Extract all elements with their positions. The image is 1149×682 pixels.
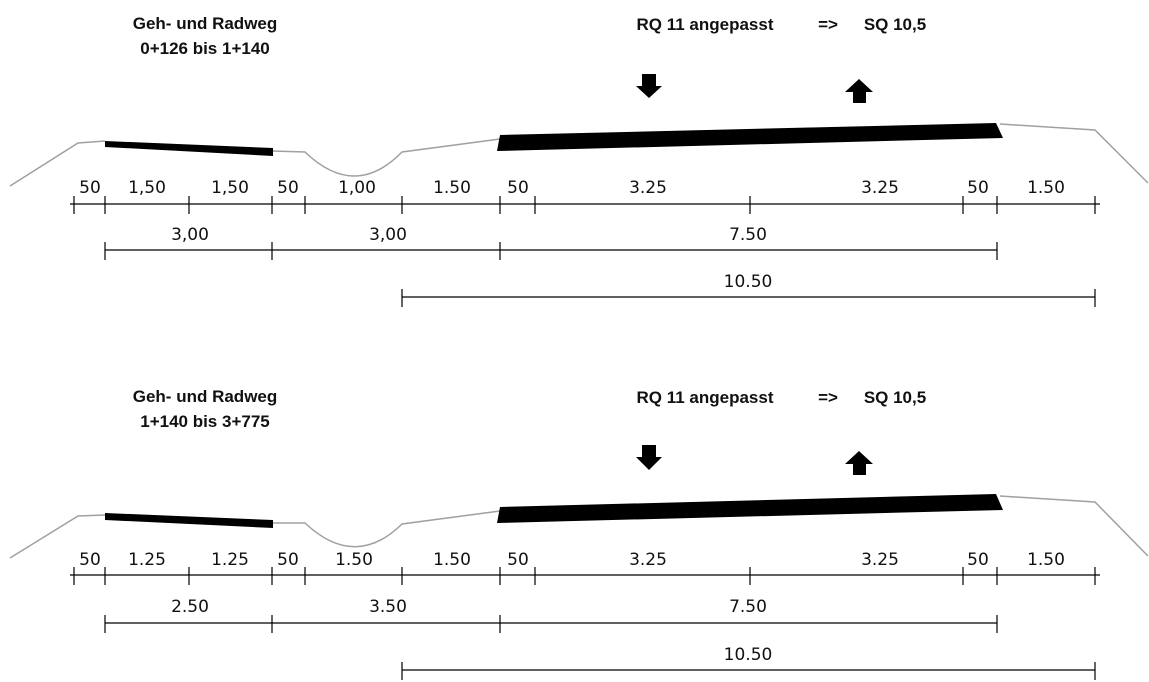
up-arrow-icon <box>845 451 873 475</box>
dimension-lines <box>70 196 1100 307</box>
dim-label: 50 <box>967 178 989 198</box>
dimension-labels-row2: 2.50 3.50 7.50 <box>171 597 767 617</box>
dim-label: 3,00 <box>171 225 209 245</box>
up-arrow-icon <box>845 79 873 103</box>
dimension-labels-row2: 3,00 3,00 7.50 <box>171 225 767 245</box>
dimension-lines <box>70 567 1100 680</box>
dimension-ticks-row3 <box>401 289 1096 307</box>
down-arrow-icon <box>636 445 662 470</box>
dim-label: 2.50 <box>171 597 209 617</box>
section-1-title-line1: Geh- und Radweg <box>133 14 278 33</box>
section-1: Geh- und Radweg 0+126 bis 1+140 RQ 11 an… <box>9 14 1149 307</box>
dim-label: 1.50 <box>335 550 373 570</box>
dim-label: 1.25 <box>211 550 249 570</box>
dimension-ticks-row1 <box>73 196 1096 214</box>
section-1-rq-label: RQ 11 angepasst <box>636 15 773 34</box>
dimension-labels-row1: 50 1.25 1.25 50 1.50 1.50 50 3.25 3.25 5… <box>79 550 1065 570</box>
section-2-arrow-label: => <box>818 388 838 407</box>
dim-label: 50 <box>507 178 529 198</box>
dim-label: 50 <box>79 178 101 198</box>
dimension-labels-row1: 50 1,50 1,50 50 1,00 1.50 50 3.25 3.25 5… <box>79 178 1065 198</box>
section-1-title-line2: 0+126 bis 1+140 <box>140 39 270 58</box>
dimension-labels-row3: 10.50 <box>724 645 773 665</box>
bike-path-pavement <box>105 141 273 156</box>
down-arrow-icon <box>636 74 662 98</box>
dimension-ticks-row2 <box>104 242 998 260</box>
dim-label: 10.50 <box>724 272 773 292</box>
dim-label: 1.50 <box>1027 550 1065 570</box>
dim-label: 50 <box>79 550 101 570</box>
dim-label: 1,00 <box>338 178 376 198</box>
dim-label: 7.50 <box>729 597 767 617</box>
dim-label: 1,50 <box>211 178 249 198</box>
dim-label: 3.25 <box>861 550 899 570</box>
dim-label: 1,50 <box>128 178 166 198</box>
bike-path-pavement <box>105 513 273 528</box>
section-2-rq-label: RQ 11 angepasst <box>636 388 773 407</box>
dim-label: 50 <box>967 550 989 570</box>
dim-label: 50 <box>507 550 529 570</box>
dim-label: 1.50 <box>433 550 471 570</box>
section-1-sq-label: SQ 10,5 <box>864 15 926 34</box>
dimension-ticks-row3 <box>401 662 1096 680</box>
dim-label: 7.50 <box>729 225 767 245</box>
road-pavement <box>497 494 1003 523</box>
dim-label: 1.50 <box>1027 178 1065 198</box>
section-2-title-line1: Geh- und Radweg <box>133 387 278 406</box>
dim-label: 1.25 <box>128 550 166 570</box>
dim-label: 10.50 <box>724 645 773 665</box>
section-1-arrow-label: => <box>818 15 838 34</box>
section-2: Geh- und Radweg 1+140 bis 3+775 RQ 11 an… <box>9 387 1149 680</box>
dim-label: 50 <box>277 550 299 570</box>
dim-label: 3.25 <box>629 550 667 570</box>
dim-label: 3.25 <box>861 178 899 198</box>
ground-line <box>9 495 1149 559</box>
section-2-title-line2: 1+140 bis 3+775 <box>140 412 270 431</box>
dimension-ticks-row2 <box>104 615 998 633</box>
dimension-ticks-row1 <box>73 567 1096 585</box>
section-2-sq-label: SQ 10,5 <box>864 388 926 407</box>
dimension-labels-row3: 10.50 <box>724 272 773 292</box>
dim-label: 3.50 <box>369 597 407 617</box>
dim-label: 50 <box>277 178 299 198</box>
dim-label: 1.50 <box>433 178 471 198</box>
dim-label: 3,00 <box>369 225 407 245</box>
road-pavement <box>497 123 1003 151</box>
ground-line <box>9 123 1149 187</box>
dim-label: 3.25 <box>629 178 667 198</box>
